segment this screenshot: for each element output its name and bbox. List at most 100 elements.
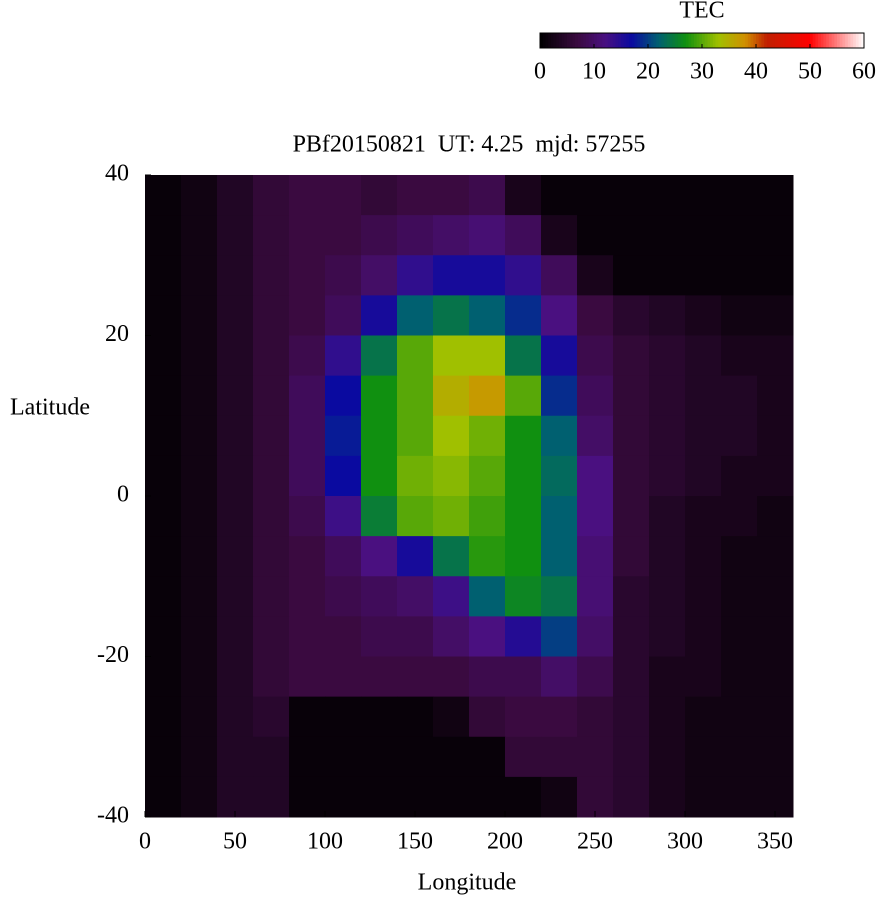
heat-cell: [469, 415, 506, 457]
heat-cell: [541, 375, 578, 417]
heat-cell: [433, 696, 470, 738]
heat-cell: [181, 455, 218, 497]
heat-cell: [145, 496, 182, 537]
colorbar-segment: [569, 33, 573, 48]
colorbar-segment: [669, 33, 673, 48]
heat-cell: [505, 616, 542, 657]
heat-cell: [397, 656, 434, 698]
heat-cell: [649, 375, 686, 417]
heat-cell: [685, 776, 722, 818]
x-tick-label: 0: [139, 829, 151, 855]
y-tick-label: -40: [97, 803, 129, 829]
heat-cell: [685, 616, 722, 657]
colorbar-segment: [739, 33, 743, 48]
heat-cell: [253, 656, 290, 698]
heat-cell: [613, 656, 650, 698]
heat-cell: [217, 455, 254, 497]
colorbar-segment: [683, 33, 687, 48]
heat-cell: [469, 295, 506, 336]
heat-cell: [289, 375, 326, 417]
colorbar-segment: [769, 33, 773, 48]
heat-cell: [685, 536, 722, 577]
heat-cell: [433, 175, 470, 216]
heat-cell: [685, 496, 722, 537]
colorbar-segment: [658, 33, 662, 48]
heat-cell: [505, 175, 542, 216]
colorbar-segment: [758, 33, 762, 48]
colorbar-segment: [766, 33, 770, 48]
heat-cell: [253, 496, 290, 537]
heat-cell: [253, 616, 290, 657]
colorbar-segment: [596, 33, 600, 48]
colorbar-segment: [820, 33, 824, 48]
heat-cell: [577, 496, 614, 537]
colorbar-segment: [737, 33, 741, 48]
colorbar-segment: [837, 33, 841, 48]
heat-cell: [361, 335, 398, 377]
heat-cell: [541, 576, 578, 617]
heat-cell: [469, 696, 506, 738]
heat-cell: [181, 576, 218, 617]
colorbar-tick-label: 40: [744, 59, 768, 85]
colorbar-segment: [629, 33, 633, 48]
y-axis-label: Latitude: [10, 395, 90, 421]
heat-cell: [685, 736, 722, 778]
heat-cell: [181, 415, 218, 457]
heat-cell: [217, 335, 254, 377]
colorbar-segment: [823, 33, 827, 48]
colorbar-segment: [615, 33, 619, 48]
heat-cell: [541, 455, 578, 497]
colorbar-segment: [774, 33, 779, 48]
heat-cell: [577, 776, 614, 818]
heat-cell: [217, 215, 254, 256]
heat-cell: [757, 736, 794, 778]
heat-cell: [505, 255, 542, 296]
heat-cell: [469, 776, 506, 818]
colorbar-segment: [764, 33, 768, 48]
colorbar-segment: [842, 33, 846, 48]
colorbar-segment: [807, 33, 811, 48]
heat-cell: [541, 656, 578, 698]
heat-cell: [685, 455, 722, 497]
colorbar-segment: [637, 33, 641, 48]
heat-cell: [541, 616, 578, 657]
heat-cell: [685, 415, 722, 457]
heat-cell: [469, 496, 506, 537]
colorbar-segment: [588, 33, 592, 48]
colorbar-segment: [610, 33, 614, 48]
heat-cell: [325, 736, 362, 778]
colorbar-segment: [810, 33, 814, 48]
colorbar-segment: [677, 33, 681, 48]
heat-cell: [577, 335, 614, 377]
x-tick-label: 100: [307, 829, 343, 855]
heat-cell: [217, 375, 254, 417]
heat-cell: [541, 696, 578, 738]
colorbar-segment: [558, 33, 563, 48]
heat-cell: [145, 175, 182, 216]
heat-cell: [577, 696, 614, 738]
heat-cell: [325, 415, 362, 457]
heat-cell: [469, 455, 506, 497]
heat-cell: [181, 255, 218, 296]
heat-cell: [685, 375, 722, 417]
heat-cell: [145, 375, 182, 417]
heat-cell: [181, 215, 218, 256]
heat-cell: [541, 536, 578, 577]
heat-cell: [757, 255, 794, 296]
heat-cell: [361, 375, 398, 417]
colorbar-segment: [772, 33, 776, 48]
colorbar-segment: [545, 33, 549, 48]
heat-cell: [613, 335, 650, 377]
colorbar-segment: [666, 33, 671, 48]
colorbar-segment: [799, 33, 803, 48]
heat-cell: [253, 215, 290, 256]
heat-cell: [721, 656, 758, 698]
colorbar-tick-label: 10: [582, 59, 606, 85]
heat-cell: [361, 415, 398, 457]
colorbar-segment: [626, 33, 630, 48]
heat-cell: [361, 175, 398, 216]
colorbar-title: TEC: [679, 0, 724, 24]
heat-cell: [325, 375, 362, 417]
heat-cell: [577, 415, 614, 457]
colorbar-segment: [785, 33, 789, 48]
